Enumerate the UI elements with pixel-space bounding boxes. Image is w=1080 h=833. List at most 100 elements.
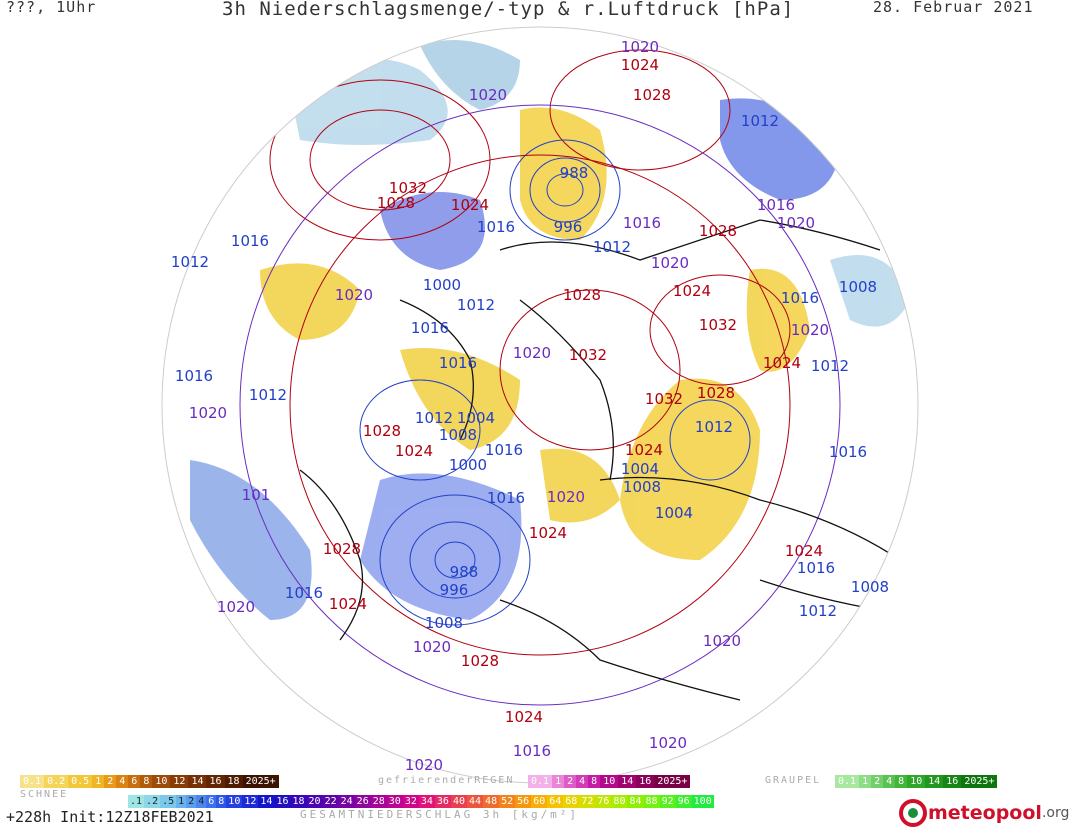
legend-gesamt-cell: 30 xyxy=(386,795,403,808)
pressure-label: 1012 xyxy=(799,602,837,620)
pressure-label: 988 xyxy=(560,164,589,182)
pressure-label: 1024 xyxy=(329,595,367,613)
legend-gesamt-cell: 40 xyxy=(450,795,467,808)
legend-gesamt-cell: 64 xyxy=(547,795,564,808)
pressure-label: 1016 xyxy=(829,443,867,461)
legend-gesamt-cell: 72 xyxy=(579,795,596,808)
pressure-label: 1020 xyxy=(413,638,451,656)
legend-gesamt-cell: 28 xyxy=(370,795,387,808)
pressure-label: 1020 xyxy=(405,756,443,774)
pressure-label: 1016 xyxy=(285,584,323,602)
legend-gesamt-cell: 44 xyxy=(467,795,484,808)
legend-schnee-cell: 4 xyxy=(116,775,129,788)
pressure-label: 1020 xyxy=(703,632,741,650)
pressure-label: 1024 xyxy=(505,708,543,726)
pressure-label: 1020 xyxy=(777,214,815,232)
legend-schnee-cell: 10 xyxy=(152,775,171,788)
legend-gesamt-cell: 22 xyxy=(322,795,339,808)
legend-gesamt-cell: 56 xyxy=(515,795,532,808)
logo-icon xyxy=(899,799,927,827)
legend-gesamt-cell: 48 xyxy=(483,795,500,808)
legend-gesamt-cell: 4 xyxy=(196,795,207,808)
pressure-label: 1032 xyxy=(645,390,683,408)
legend-gesamt-cell: 8 xyxy=(216,795,227,808)
legend-gesamt-cell: 88 xyxy=(643,795,660,808)
legend-gesamt-cell: 1 xyxy=(176,795,187,808)
pressure-label: 1004 xyxy=(655,504,693,522)
legend-gesamt-cell: 80 xyxy=(611,795,628,808)
pressure-label: 1028 xyxy=(697,384,735,402)
legend-gesamt-cell: 52 xyxy=(499,795,516,808)
legend-gesamt-cell: .5 xyxy=(160,795,177,808)
pressure-label: 1016 xyxy=(623,214,661,232)
legend-regen-cell: 10 xyxy=(600,775,619,788)
legend-schnee-cell: 16 xyxy=(206,775,225,788)
pressure-label: 1024 xyxy=(625,441,663,459)
pressure-label: 1020 xyxy=(651,254,689,272)
legend-gesamt-cell: 12 xyxy=(242,795,259,808)
legend-gesamt-cell: 32 xyxy=(402,795,419,808)
pressure-label: 1032 xyxy=(699,316,737,334)
pressure-label: 996 xyxy=(554,218,583,236)
legend-gesamt: .1.2.5 1 2 4 6 8 10 12 14 16 18 20 22 24 26 28 30 32 34 36 4… xyxy=(128,795,714,808)
legend-gesamt-cell: 36 xyxy=(434,795,451,808)
pressure-label: 1020 xyxy=(649,734,687,752)
legend-schnee-title: SCHNEE xyxy=(20,789,69,800)
pressure-label: 1012 xyxy=(415,409,453,427)
legend-graupel: 0.1 1 2 4 8 10 14 16 2025+ xyxy=(835,775,998,788)
pressure-label: 1020 xyxy=(791,321,829,339)
legend-graupel-cell: 16 xyxy=(943,775,962,788)
legend-graupel-cell: 1 xyxy=(859,775,872,788)
legend-graupel-cell: 14 xyxy=(925,775,944,788)
pressure-label: 1016 xyxy=(513,742,551,760)
legend-schnee-cell: 18 xyxy=(224,775,243,788)
legend-regen-cell: 1 xyxy=(552,775,565,788)
legend-regen-cell: 0.1 xyxy=(528,775,553,788)
pressure-label: 1016 xyxy=(411,319,449,337)
legend-graupel-cell: 2 xyxy=(871,775,884,788)
legend-gesamt-cell: 84 xyxy=(627,795,644,808)
pressure-label: 1020 xyxy=(217,598,255,616)
legend-gesamt-cell: 16 xyxy=(274,795,291,808)
legend-gesamt-cell: .1 xyxy=(128,795,145,808)
legend-gesamt-cell: 2 xyxy=(186,795,197,808)
pressure-label: 1024 xyxy=(673,282,711,300)
pressure-label: 1012 xyxy=(457,296,495,314)
pressure-label: 1016 xyxy=(477,218,515,236)
legend-gesamt-cell: 24 xyxy=(338,795,355,808)
pressure-label: 1004 xyxy=(457,409,495,427)
pressure-label: 1000 xyxy=(423,276,461,294)
legend-gesamt-cell: 68 xyxy=(563,795,580,808)
legend-gesamt-cell: 20 xyxy=(306,795,323,808)
legend-schnee-cell: 2 xyxy=(104,775,117,788)
pressure-label: 1016 xyxy=(487,489,525,507)
pressure-label: 1012 xyxy=(249,386,287,404)
pressure-label: 1016 xyxy=(485,441,523,459)
pressure-label: 1032 xyxy=(569,346,607,364)
pressure-label: 1024 xyxy=(529,524,567,542)
legend-graupel-title: GRAUPEL xyxy=(765,775,822,786)
pressure-label: 996 xyxy=(440,581,469,599)
legend-graupel-cell: 0.1 xyxy=(835,775,860,788)
pressure-label: 1016 xyxy=(797,559,835,577)
legend-regen: 0.1 1 2 4 8 10 14 16 2025+ xyxy=(528,775,691,788)
pressure-label: 1020 xyxy=(335,286,373,304)
pressure-label: 1012 xyxy=(741,112,779,130)
legend-regen-cell: 16 xyxy=(636,775,655,788)
header-left: ???, 1Uhr xyxy=(6,0,97,16)
pressure-label: 1028 xyxy=(377,194,415,212)
legend-graupel-cell: 8 xyxy=(895,775,908,788)
legend-gesamt-cell: .2 xyxy=(144,795,161,808)
pressure-label: 1020 xyxy=(189,404,227,422)
precip-areas xyxy=(190,40,910,620)
legend-schnee-cell: 12 xyxy=(170,775,189,788)
legend-gesamt-cell: 34 xyxy=(418,795,435,808)
pressure-label: 1024 xyxy=(451,196,489,214)
legend-schnee-cell: 14 xyxy=(188,775,207,788)
legend-regen-title: gefrierenderREGEN xyxy=(378,775,515,786)
legend-regen-cell: 8 xyxy=(588,775,601,788)
pressure-label: 1020 xyxy=(547,488,585,506)
legend-gesamt-cell: 6 xyxy=(206,795,217,808)
legend-graupel-cell: 10 xyxy=(907,775,926,788)
legend-graupel-cell: 2025+ xyxy=(961,775,998,788)
